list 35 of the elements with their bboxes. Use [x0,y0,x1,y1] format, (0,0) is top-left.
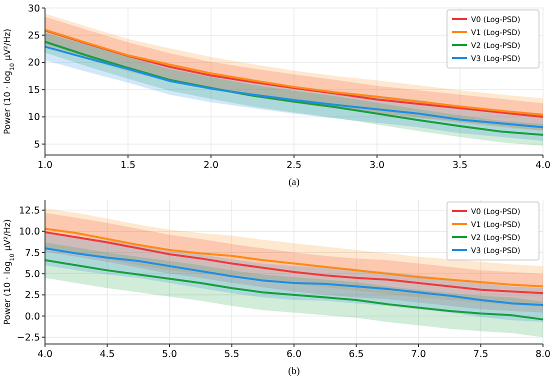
x-tick-label: 1.0 [37,160,53,171]
x-tick-label: 4.0 [535,160,550,171]
y-tick-label: 5 [34,139,40,150]
x-tick-label: 3.0 [369,160,385,171]
y-tick-label: 10.0 [18,226,40,238]
line-series [44,247,544,306]
x-tick-label: 7.0 [410,349,426,360]
y-tick-label: 10 [28,112,40,124]
x-tick-label: 6.5 [348,349,364,360]
x-tick-label: 3.5 [452,160,468,171]
text: (b) [288,366,300,377]
y-tick-label: 5.0 [24,268,40,280]
x-tick-label: 1.5 [120,160,136,171]
x-tick-label: 7.5 [473,349,488,360]
y-tick-label: 2.5 [24,290,40,302]
x-tick-label: 8.0 [535,349,550,360]
line-series [44,231,544,294]
y-tick-label: 15 [28,84,40,96]
x-tick-label: 2.5 [286,160,302,171]
x-tick-label: 5.5 [224,349,240,360]
y-tick-label: 7.5 [24,248,40,259]
x-tick-label: 4.0 [37,349,53,360]
text: (a) [288,177,300,188]
x-tick-label: 6.0 [286,349,302,360]
y-tick-label: 12.5 [18,205,40,216]
x-tick-label: 2.0 [203,160,219,171]
y-tick-label: 0.0 [24,311,40,322]
x-tick-label: 4.5 [100,349,115,360]
line-series [44,228,544,288]
line-series [44,259,544,320]
y-tick-label: 20 [28,58,40,69]
y-tick-label: 30 [28,3,40,14]
y-tick-label: 25 [28,30,40,42]
y-tick-label: −2.5 [16,332,40,344]
x-tick-label: 5.0 [162,349,178,360]
